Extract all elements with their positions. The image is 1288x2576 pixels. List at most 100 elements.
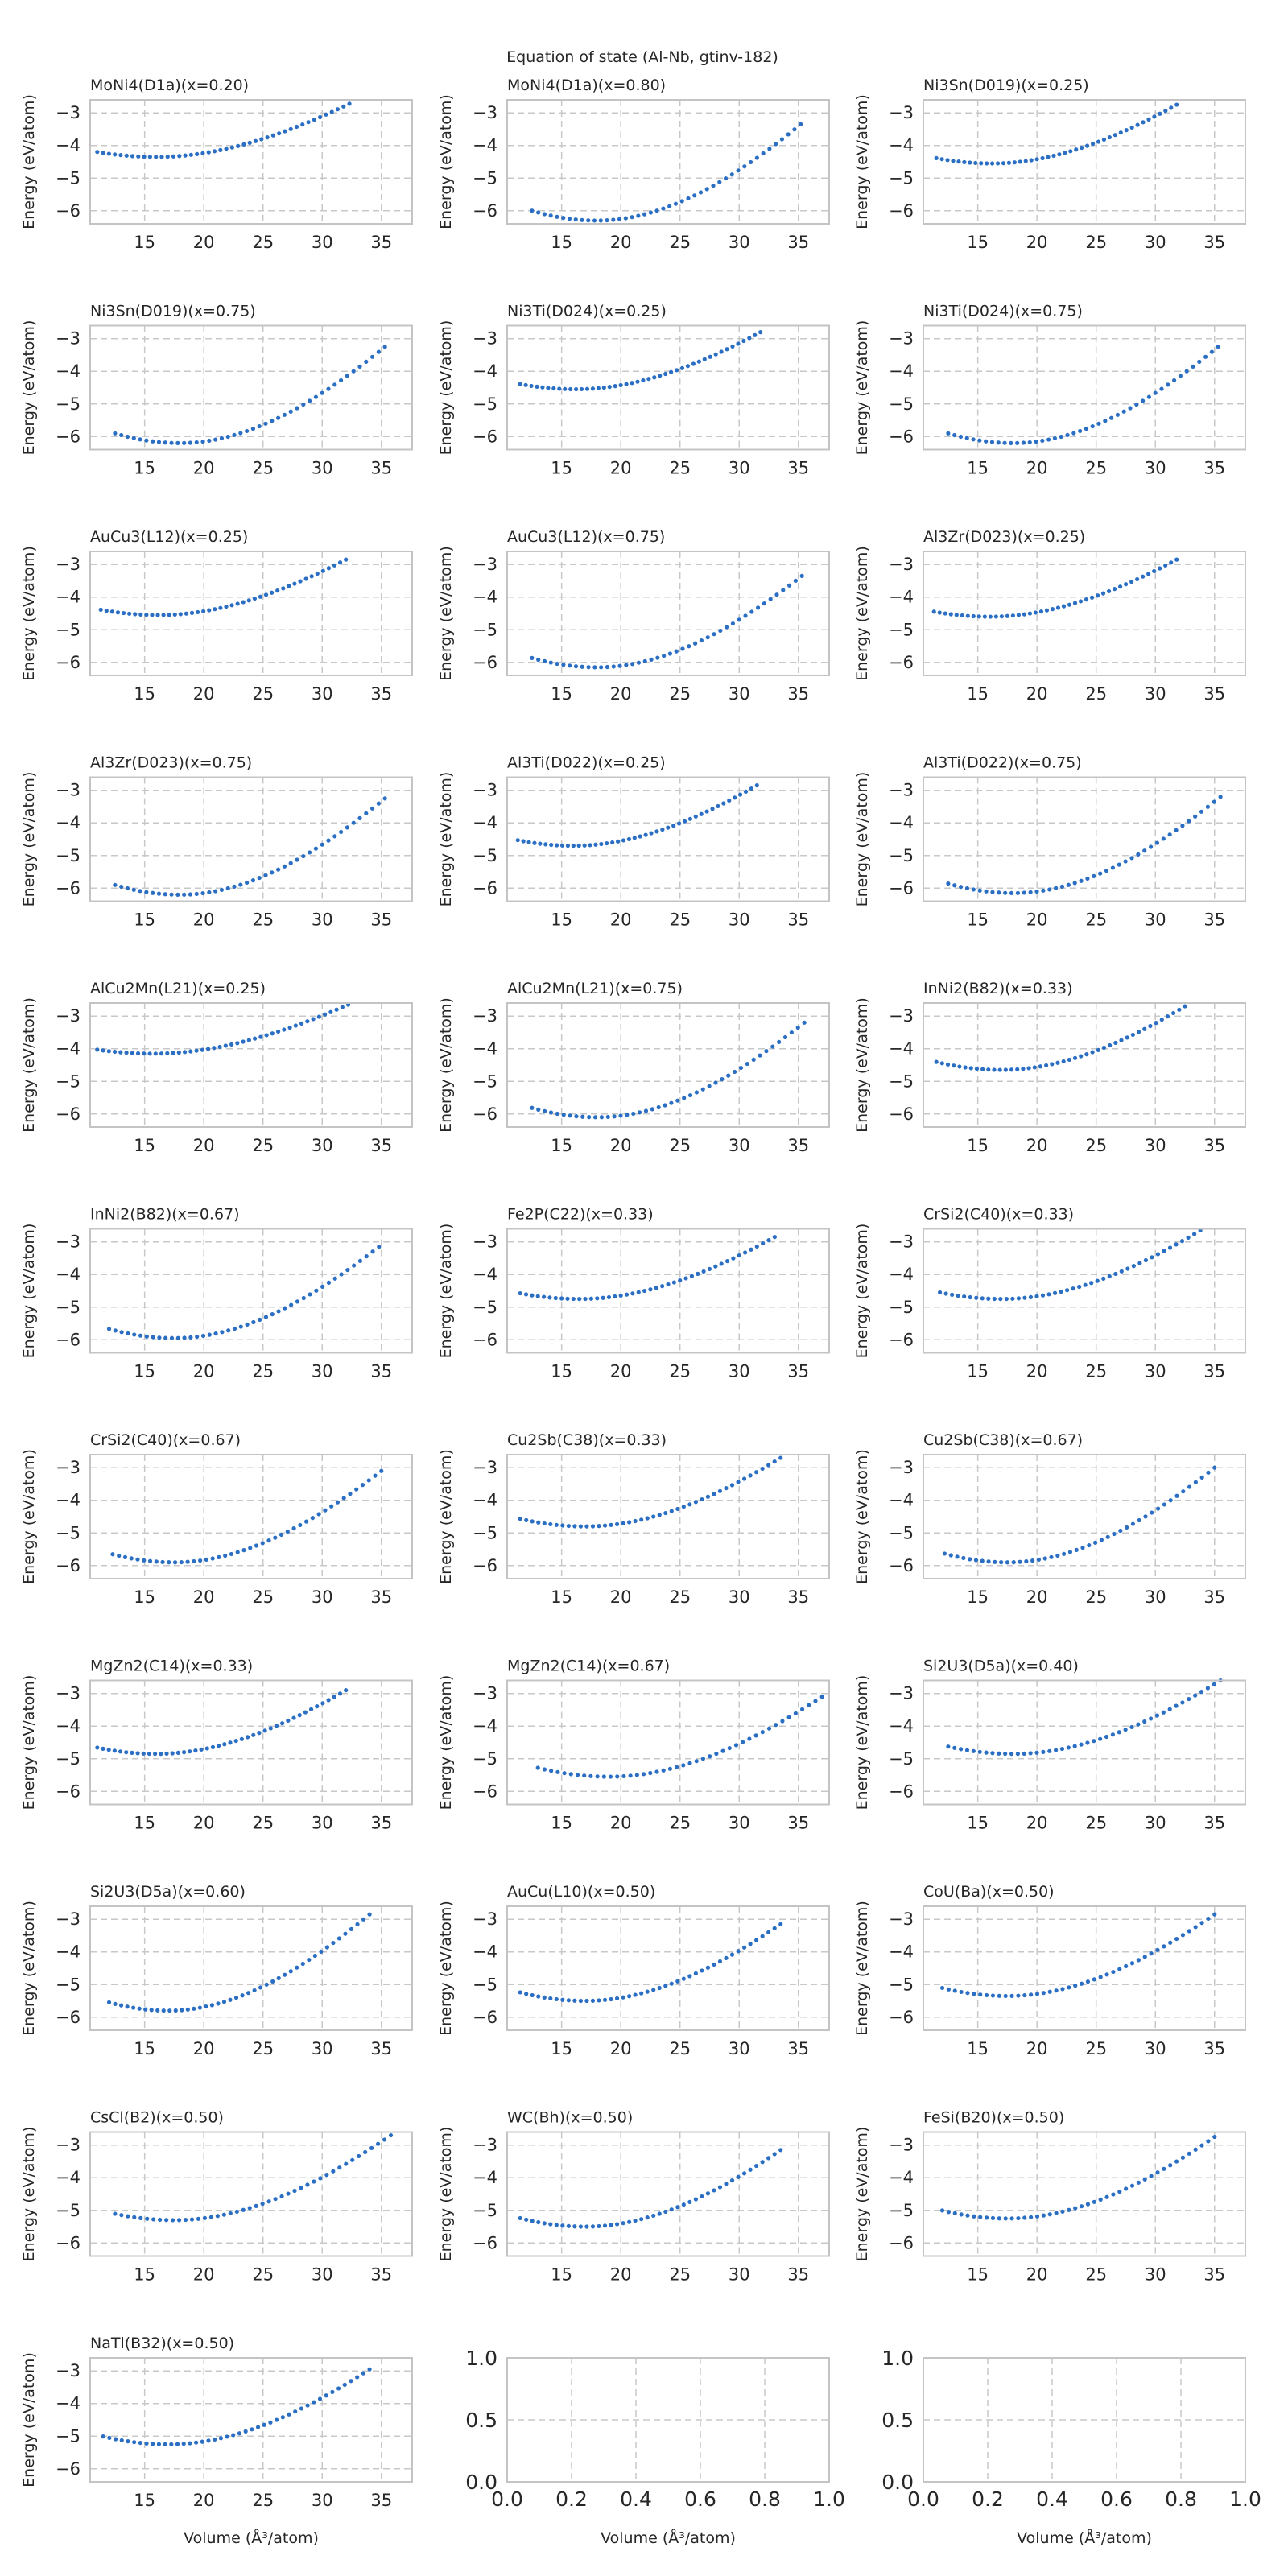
data-point [1085, 876, 1090, 881]
data-point [217, 1744, 221, 1748]
data-point [687, 1761, 692, 1765]
data-point [973, 160, 978, 166]
data-point [1005, 613, 1009, 618]
x-tick-label: 30 [312, 2491, 333, 2510]
data-point [1152, 568, 1157, 574]
data-point [155, 613, 160, 617]
data-point [276, 867, 281, 872]
data-point [621, 1521, 625, 1525]
data-point [181, 1750, 187, 1755]
data-point [1026, 1066, 1031, 1071]
data-point [754, 1244, 759, 1249]
data-point [1129, 1724, 1134, 1730]
x-tick-label: 15 [134, 1136, 155, 1155]
data-point [1154, 1713, 1160, 1718]
data-point [1134, 402, 1139, 407]
data-point [300, 1961, 305, 1967]
data-point [159, 1051, 164, 1056]
data-point [188, 892, 193, 897]
y-tick-label: −4 [889, 588, 914, 607]
data-point [1050, 607, 1055, 612]
data-point [595, 1774, 600, 1779]
data-point [1062, 1551, 1067, 1556]
data-point [596, 386, 601, 390]
data-point [1143, 1257, 1149, 1263]
y-tick-label: −4 [473, 136, 497, 155]
data-point [518, 1290, 522, 1296]
data-point [254, 1543, 259, 1548]
data-point [313, 394, 319, 399]
y-axis-label: Energy (eV/atom) [437, 94, 455, 229]
data-point [1004, 1296, 1009, 1302]
axes-frame [89, 324, 413, 451]
data-point [1108, 1042, 1113, 1048]
data-point [978, 2215, 983, 2219]
x-tick-label: 1.0 [813, 2487, 845, 2511]
x-tick-label: 25 [252, 910, 274, 930]
data-point [561, 663, 566, 667]
data-point [1066, 882, 1071, 887]
data-point [748, 1942, 753, 1946]
data-point [654, 1286, 658, 1290]
data-point [260, 1541, 265, 1546]
data-point [661, 1768, 666, 1773]
data-point [676, 821, 682, 826]
data-point [535, 384, 539, 389]
data-point [621, 1995, 625, 2000]
data-point [997, 2216, 1001, 2221]
data-point [228, 1740, 233, 1745]
y-tick-label: −3 [56, 1232, 80, 1252]
data-point [1085, 2202, 1091, 2207]
x-axis-label: Volume (Å³/atom) [184, 2529, 319, 2547]
data-point [634, 1773, 639, 1777]
data-point [1152, 114, 1157, 119]
data-point [1063, 151, 1067, 155]
y-tick-label: −6 [889, 653, 914, 672]
data-point [546, 386, 551, 390]
data-point [614, 1996, 620, 2001]
subplot: 15 20 25 30 35−3−4−5−6MgZn2(C14)(x=0.67)Ener… [437, 1657, 830, 1833]
data-point [289, 1302, 294, 1307]
data-point [143, 2007, 148, 2012]
y-tick-label: −5 [889, 620, 914, 639]
y-axis-label: Energy (eV/atom) [437, 1675, 455, 1810]
data-point [1162, 1249, 1166, 1253]
data-point [518, 2215, 522, 2221]
data-point [680, 646, 685, 651]
data-point [1149, 1951, 1154, 1956]
data-point [955, 1554, 960, 1559]
x-tick-label: 35 [370, 1587, 392, 1607]
data-point [535, 1765, 540, 1770]
data-point [712, 2188, 716, 2193]
data-point [972, 1992, 976, 1996]
data-point [213, 889, 218, 894]
data-point [167, 1560, 171, 1565]
data-point [151, 2442, 155, 2446]
data-point [154, 1559, 159, 1564]
data-point [1174, 1242, 1179, 1247]
x-tick-label: 20 [193, 2491, 215, 2510]
data-point [263, 1315, 269, 1319]
data-point [1096, 421, 1101, 426]
data-point [213, 2437, 217, 2442]
data-point [1011, 1560, 1016, 1565]
data-point [571, 1296, 576, 1302]
data-point [536, 210, 541, 215]
data-point [1146, 117, 1151, 122]
data-point [234, 2209, 239, 2215]
data-point [733, 1743, 739, 1748]
data-point [228, 2211, 233, 2216]
data-point [611, 664, 616, 669]
y-tick-label: −5 [473, 168, 497, 188]
data-point [207, 1332, 212, 1337]
y-tick-label: −4 [56, 588, 80, 607]
data-point [300, 122, 305, 127]
subplot-title: AuCu3(L12)(x=0.75) [507, 528, 665, 546]
data-point [1193, 1693, 1198, 1698]
data-point [524, 1992, 529, 1996]
data-point [223, 1043, 228, 1048]
data-point [624, 663, 629, 667]
data-point [1022, 2215, 1027, 2220]
data-point [662, 654, 667, 658]
y-tick-label: 1.0 [881, 2347, 914, 2370]
